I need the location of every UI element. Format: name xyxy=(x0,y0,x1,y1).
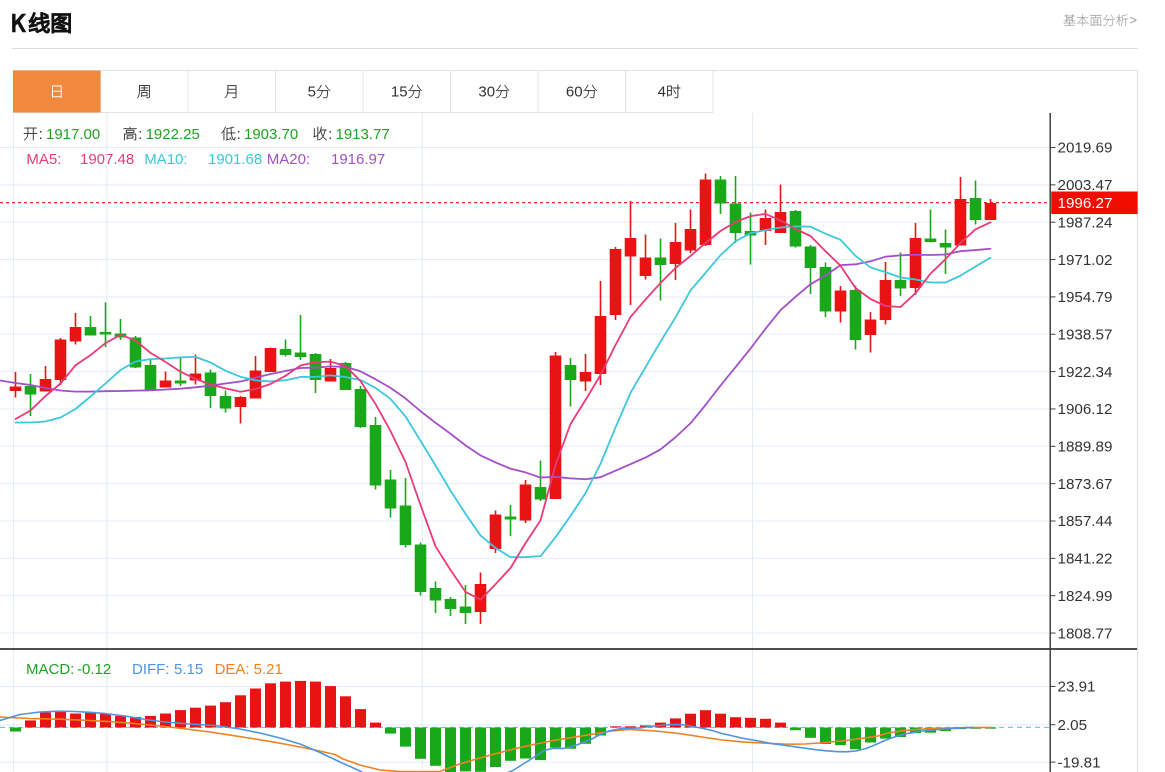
svg-text:1922.34: 1922.34 xyxy=(1058,364,1113,381)
svg-text:1938.57: 1938.57 xyxy=(1058,326,1113,343)
svg-text:23.91: 23.91 xyxy=(1058,679,1096,696)
svg-text:-19.81: -19.81 xyxy=(1058,754,1101,771)
svg-text:1901.68: 1901.68 xyxy=(208,151,262,168)
svg-text:1808.77: 1808.77 xyxy=(1058,625,1113,642)
svg-text:5.21: 5.21 xyxy=(254,661,283,678)
svg-text:DEA:: DEA: xyxy=(215,661,250,678)
svg-text:1971.02: 1971.02 xyxy=(1058,252,1113,269)
svg-text:15: 15 xyxy=(391,84,408,101)
svg-text:1841.22: 1841.22 xyxy=(1058,551,1113,568)
svg-text:1916.97: 1916.97 xyxy=(331,151,385,168)
svg-text:-0.12: -0.12 xyxy=(77,661,111,678)
svg-text:MA5:: MA5: xyxy=(26,151,61,168)
svg-text:60: 60 xyxy=(566,84,583,101)
svg-text:1889.89: 1889.89 xyxy=(1058,439,1113,456)
svg-text:DIFF:: DIFF: xyxy=(132,661,170,678)
svg-text::: : xyxy=(237,126,241,143)
svg-text:1913.77: 1913.77 xyxy=(336,126,390,143)
svg-text::: : xyxy=(39,126,43,143)
svg-text:2019.69: 2019.69 xyxy=(1058,140,1113,157)
svg-text::: : xyxy=(138,126,142,143)
svg-text::: : xyxy=(328,126,332,143)
svg-text:>: > xyxy=(1130,13,1138,28)
svg-text:1857.44: 1857.44 xyxy=(1058,513,1113,530)
svg-text:2003.47: 2003.47 xyxy=(1058,177,1113,194)
svg-text:4: 4 xyxy=(658,84,666,101)
svg-text:1922.25: 1922.25 xyxy=(146,126,200,143)
svg-text:MA20:: MA20: xyxy=(267,151,310,168)
svg-text:30: 30 xyxy=(478,84,495,101)
svg-text:1917.00: 1917.00 xyxy=(46,126,100,143)
svg-text:1996.27: 1996.27 xyxy=(1058,195,1113,212)
svg-text:1824.99: 1824.99 xyxy=(1058,588,1113,605)
svg-text:1873.67: 1873.67 xyxy=(1058,476,1113,493)
svg-text:1906.12: 1906.12 xyxy=(1058,401,1113,418)
svg-text:1954.79: 1954.79 xyxy=(1058,289,1113,306)
svg-text:MACD:: MACD: xyxy=(26,661,74,678)
svg-text:MA10:: MA10: xyxy=(144,151,187,168)
svg-text:2.05: 2.05 xyxy=(1058,717,1088,734)
svg-text:1987.24: 1987.24 xyxy=(1058,214,1113,231)
svg-text:5: 5 xyxy=(308,84,316,101)
svg-text:5.15: 5.15 xyxy=(174,661,203,678)
svg-text:1903.70: 1903.70 xyxy=(244,126,298,143)
